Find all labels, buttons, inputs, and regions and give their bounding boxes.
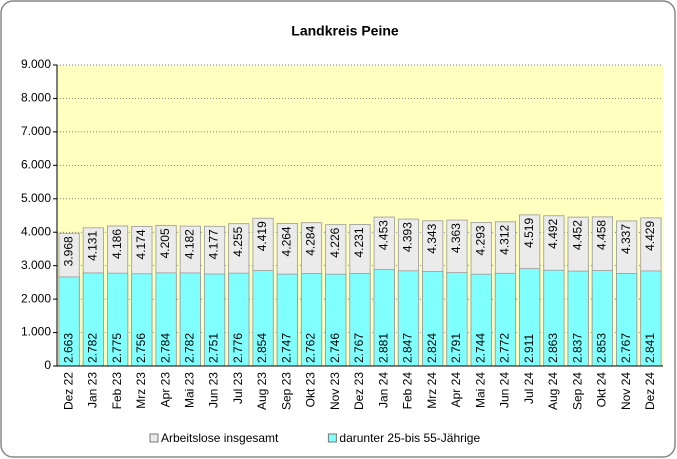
value-label: 4.519	[522, 218, 536, 248]
x-tick-label: Nov 24	[619, 372, 633, 410]
value-label: 2.747	[279, 333, 293, 363]
value-label: 3.968	[61, 236, 75, 266]
value-label: 2.751	[207, 333, 221, 363]
value-label: 4.255	[231, 226, 245, 256]
y-tick-label: 2.000	[21, 291, 51, 305]
chart-title: Landkreis Peine	[291, 23, 399, 39]
value-label: 4.343	[425, 223, 439, 253]
x-tick-label: Jun 24	[498, 372, 512, 408]
x-tick-label: Dez 24	[643, 372, 657, 410]
x-tick-label: Jul 23	[231, 372, 245, 404]
x-tick-label: Dez 22	[61, 372, 75, 410]
value-label: 4.452	[570, 220, 584, 250]
y-tick-label: 9.000	[21, 57, 51, 71]
x-tick-label: Mai 23	[182, 372, 196, 408]
x-tick-label: Jul 24	[522, 372, 536, 404]
x-tick-label: Nov 23	[328, 372, 342, 410]
y-tick-label: 1.000	[21, 325, 51, 339]
x-tick-label: Feb 23	[110, 372, 124, 410]
x-tick-label: Sep 24	[570, 372, 584, 410]
y-tick-label: 7.000	[21, 124, 51, 138]
value-label: 4.231	[352, 227, 366, 257]
value-label: 4.393	[401, 222, 415, 252]
value-label: 2.841	[643, 333, 657, 363]
legend-swatch	[327, 433, 337, 443]
value-label: 2.854	[255, 333, 269, 363]
value-label: 2.744	[473, 333, 487, 363]
x-tick-label: Dez 23	[352, 372, 366, 410]
value-label: 2.776	[231, 333, 245, 363]
x-tick-label: Jan 24	[376, 372, 390, 408]
value-label: 4.492	[546, 218, 560, 248]
x-tick-label: Mai 24	[473, 372, 487, 408]
legend-label: darunter 25-bis 55-Jährige	[339, 431, 480, 445]
x-tick-label: Mrz 24	[425, 372, 439, 409]
value-label: 2.824	[425, 333, 439, 363]
value-label: 4.205	[158, 228, 172, 258]
value-label: 4.337	[619, 224, 633, 254]
value-label: 2.756	[134, 333, 148, 363]
legend-label: Arbeitslose insgesamt	[161, 431, 279, 445]
y-tick-label: 8.000	[21, 91, 51, 105]
x-tick-label: Okt 24	[595, 372, 609, 408]
value-label: 4.453	[376, 220, 390, 250]
y-tick-label: 0	[44, 358, 51, 372]
y-tick-label: 6.000	[21, 158, 51, 172]
value-label: 2.663	[61, 333, 75, 363]
value-label: 4.429	[643, 221, 657, 251]
x-tick-label: Apr 23	[158, 372, 172, 408]
x-tick-label: Sep 23	[279, 372, 293, 410]
value-label: 2.911	[522, 334, 536, 363]
value-label: 2.762	[304, 333, 318, 363]
value-label: 2.837	[570, 333, 584, 363]
value-label: 2.853	[595, 333, 609, 363]
value-label: 4.363	[449, 223, 463, 253]
value-label: 4.458	[595, 220, 609, 250]
value-label: 4.312	[498, 224, 512, 254]
x-tick-label: Feb 24	[401, 372, 415, 410]
value-label: 4.186	[110, 229, 124, 259]
value-label: 2.746	[328, 333, 342, 363]
x-tick-label: Aug 24	[546, 372, 560, 410]
value-label: 2.791	[449, 333, 463, 363]
value-label: 4.226	[328, 227, 342, 257]
value-label: 2.775	[110, 333, 124, 363]
value-label: 2.767	[619, 333, 633, 363]
y-tick-label: 4.000	[21, 224, 51, 238]
x-tick-label: Apr 24	[449, 372, 463, 408]
value-label: 2.847	[401, 333, 415, 363]
value-label: 2.772	[498, 333, 512, 363]
value-label: 4.284	[304, 225, 318, 255]
value-label: 4.264	[279, 226, 293, 256]
value-label: 2.767	[352, 333, 366, 363]
value-label: 2.782	[86, 333, 100, 363]
y-tick-label: 5.000	[21, 191, 51, 205]
value-label: 2.881	[376, 333, 390, 363]
value-label: 2.784	[158, 333, 172, 363]
x-tick-label: Okt 23	[304, 372, 318, 408]
value-label: 4.182	[182, 229, 196, 259]
value-label: 4.174	[134, 229, 148, 259]
y-tick-label: 3.000	[21, 258, 51, 272]
value-label: 4.131	[86, 231, 100, 261]
x-tick-label: Jun 23	[207, 372, 221, 408]
value-label: 4.177	[207, 229, 221, 259]
value-label: 4.293	[473, 225, 487, 255]
x-tick-label: Aug 23	[255, 372, 269, 410]
x-tick-label: Jan 23	[86, 372, 100, 408]
value-label: 2.863	[546, 333, 560, 363]
value-label: 2.782	[182, 333, 196, 363]
legend-swatch	[149, 433, 159, 443]
x-tick-label: Mrz 23	[134, 372, 148, 409]
value-label: 4.419	[255, 221, 269, 251]
